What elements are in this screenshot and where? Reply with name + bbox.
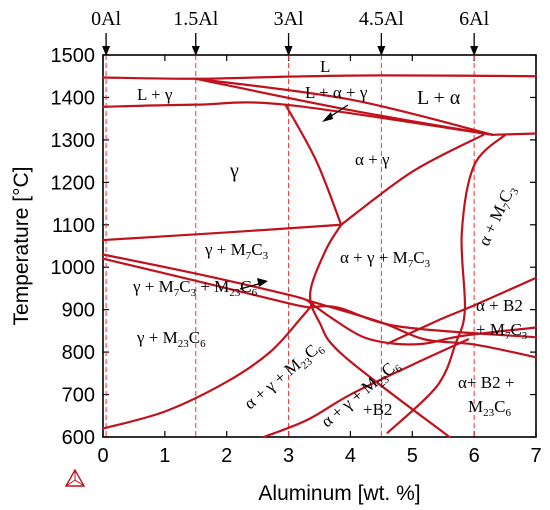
label-gamma-M7C3: γ + M7C3 xyxy=(204,240,269,262)
reference-arrowhead xyxy=(102,46,111,56)
label-L-gamma: L + γ xyxy=(137,85,173,104)
plot-frame xyxy=(102,54,537,438)
reference-arrowhead xyxy=(377,46,386,56)
phase-boundary xyxy=(101,74,538,80)
y-tick-label: 1100 xyxy=(52,215,95,237)
phase-boundary xyxy=(491,132,538,136)
phase-boundary xyxy=(101,257,312,309)
reference-label: 3Al xyxy=(274,8,304,30)
label-alpha-B2: α + B2 xyxy=(476,296,523,315)
y-axis-title: Temperature [°C] xyxy=(10,167,33,326)
phase-boundary xyxy=(262,338,470,439)
y-tick-label: 900 xyxy=(62,300,95,322)
y-tick-label: 1000 xyxy=(51,257,96,279)
phase-boundary xyxy=(284,103,343,226)
label-alpha-gamma-M7C3: α + γ + M7C3 xyxy=(340,248,431,270)
phase-boundary xyxy=(340,133,485,226)
label-L: L xyxy=(320,57,330,76)
phase-boundary xyxy=(194,77,494,136)
y-tick-label: 1400 xyxy=(51,87,96,109)
x-tick-label: 7 xyxy=(530,445,541,467)
x-tick-label: 6 xyxy=(469,445,480,467)
phase-boundary xyxy=(306,299,538,346)
reference-arrowhead xyxy=(191,46,200,56)
reference-lines: 0Al 1.5Al 3Al 4.5Al 6Al xyxy=(91,8,490,437)
label-M23C6: M23C6 xyxy=(468,397,511,419)
x-tick-label: 0 xyxy=(97,445,108,467)
label-plus-B2: +B2 xyxy=(363,400,392,419)
phase-boundaries xyxy=(101,74,538,439)
reference-label: 4.5Al xyxy=(359,8,404,30)
phase-boundary xyxy=(308,223,451,439)
reference-label: 1.5Al xyxy=(173,8,218,30)
pointer-arrowhead-M7C3-M23C6 xyxy=(257,278,268,287)
x-tick-label: 1 xyxy=(159,445,170,467)
reference-arrowhead xyxy=(284,46,293,56)
x-tick-label: 4 xyxy=(345,445,356,467)
pointer-arrowhead-L-alpha-gamma xyxy=(322,112,333,122)
phase-boundary xyxy=(101,302,315,430)
x-tick-label: 3 xyxy=(283,445,294,467)
logo-icon xyxy=(64,468,86,487)
phase-boundary xyxy=(386,276,538,345)
label-plus-M7C3: + M7C3 xyxy=(476,320,528,342)
reference-arrowhead xyxy=(470,46,479,56)
phase-boundary xyxy=(309,305,538,339)
y-tick-label: 1500 xyxy=(51,45,96,67)
reference-label: 0Al xyxy=(91,8,121,30)
y-tick-label: 1300 xyxy=(51,130,96,152)
label-alpha-B2-plus: α+ B2 + xyxy=(458,373,514,392)
label-gamma-M7C3-M23C6: γ + M7C3 + M23C6 xyxy=(132,277,258,299)
label-alpha-gamma-M23C6: α + γ + M23C6 xyxy=(240,337,328,416)
y-tick-label: 700 xyxy=(62,385,95,407)
axes: 0 1 2 3 4 5 6 7 600 700 800 900 1000 1100 1200 1300 1400… xyxy=(10,45,542,505)
region-labels: L L + γ L + α + γ L + α α + γ γ γ + M7C3… xyxy=(64,57,528,487)
x-tick-label: 2 xyxy=(221,445,232,467)
x-axis-title: Aluminum [wt. %] xyxy=(258,482,420,505)
label-alpha-gamma: α + γ xyxy=(355,150,390,169)
label-L-alpha: L + α xyxy=(417,87,461,109)
label-gamma: γ xyxy=(229,160,239,182)
phase-boundary xyxy=(101,223,343,242)
label-alpha-M7C3: α + M7C3 xyxy=(474,182,521,250)
y-tick-label: 1200 xyxy=(51,172,96,194)
phase-boundary xyxy=(101,101,494,136)
label-gamma-M23C6: γ + M23C6 xyxy=(136,328,206,350)
reference-label: 6Al xyxy=(459,8,489,30)
label-L-alpha-gamma: L + α + γ xyxy=(305,83,368,102)
y-tick-label: 600 xyxy=(62,427,95,449)
y-tick-label: 800 xyxy=(62,342,95,364)
x-tick-label: 5 xyxy=(407,445,418,467)
